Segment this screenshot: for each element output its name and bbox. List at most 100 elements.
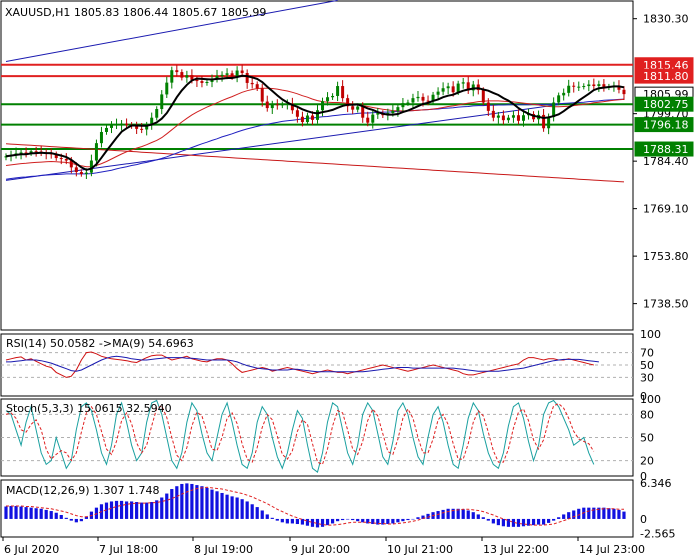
candle-body xyxy=(135,126,139,129)
macd-histogram-bar xyxy=(245,501,249,519)
macd-histogram-bar xyxy=(587,507,591,519)
macd-title: MACD(12,26,9) 1.307 1.748 xyxy=(6,484,160,497)
macd-histogram-bar xyxy=(235,497,239,519)
macd-histogram-bar xyxy=(325,518,330,526)
macd-histogram-bar xyxy=(541,518,546,525)
candle-body xyxy=(260,88,264,102)
candle-body xyxy=(64,158,68,161)
macd-histogram-bar xyxy=(49,511,53,519)
macd-histogram-bar xyxy=(547,518,551,523)
candle-body xyxy=(391,110,395,114)
candle-body xyxy=(557,95,561,103)
candle-body xyxy=(411,98,415,103)
price-tag-label: 1811.80 xyxy=(643,70,689,83)
rsi-series-line xyxy=(6,355,599,373)
macd-histogram-bar xyxy=(300,518,305,525)
macd-histogram-bar xyxy=(486,518,490,521)
candle-body xyxy=(190,75,194,80)
macd-histogram-bar xyxy=(456,508,460,519)
macd-histogram-bar xyxy=(612,508,616,519)
candle-body xyxy=(371,114,375,123)
candle-body xyxy=(115,124,119,126)
macd-histogram-bar xyxy=(160,497,164,519)
candle-body xyxy=(205,82,209,84)
macd-histogram-bar xyxy=(622,511,626,519)
stoch-axis-label: 0 xyxy=(640,470,647,483)
macd-histogram-bar xyxy=(59,514,63,519)
candle-body xyxy=(506,117,510,121)
macd-histogram-bar xyxy=(165,493,169,519)
macd-histogram-bar xyxy=(421,515,425,519)
candle-body xyxy=(436,91,440,95)
candle-body xyxy=(396,107,400,111)
candle-body xyxy=(235,70,239,78)
candle-body xyxy=(431,94,435,101)
macd-histogram-bar xyxy=(175,486,179,519)
stoch-title: Stoch(5,3,3) 15.0615 32.5940 xyxy=(6,402,172,415)
candle-body xyxy=(245,73,249,83)
macd-histogram-bar xyxy=(582,507,586,519)
candle-body xyxy=(89,160,93,173)
macd-histogram-bar xyxy=(140,502,144,519)
macd-histogram-bar xyxy=(135,502,139,519)
macd-histogram-bar xyxy=(391,518,395,524)
price-tag-box xyxy=(634,68,694,84)
macd-histogram-bar xyxy=(34,508,38,519)
candle-body xyxy=(285,103,289,105)
macd-signal-line xyxy=(6,486,624,526)
candle-body xyxy=(597,84,601,87)
macd-histogram-bar xyxy=(607,508,611,519)
macd-histogram-bar xyxy=(446,508,450,519)
candle-body xyxy=(160,94,164,110)
macd-histogram-bar xyxy=(531,518,536,526)
macd-histogram-bar xyxy=(79,518,83,522)
macd-histogram-bar xyxy=(577,508,581,519)
macd-histogram-bar xyxy=(280,518,284,523)
rsi-series-line xyxy=(5,351,594,378)
candle-body xyxy=(587,84,591,87)
macd-histogram-bar xyxy=(481,517,485,519)
candle-body xyxy=(516,115,520,121)
rsi-axis-label: 70 xyxy=(640,347,654,360)
candle-body xyxy=(421,96,425,101)
candle-body xyxy=(255,84,259,89)
macd-histogram-bar xyxy=(461,509,465,519)
rsi-axis-label: 30 xyxy=(640,371,654,384)
macd-histogram-bar xyxy=(220,492,224,519)
macd-histogram-bar xyxy=(310,518,315,527)
candle-body xyxy=(356,106,360,110)
macd-histogram-bar xyxy=(250,504,254,519)
macd-histogram-bar xyxy=(552,518,556,521)
candle-body xyxy=(74,167,78,173)
stoch-axis-label: 100 xyxy=(640,393,661,406)
macd-histogram-bar xyxy=(190,483,194,519)
macd-histogram-bar xyxy=(94,507,99,519)
macd-histogram-bar xyxy=(617,509,621,519)
candle-body xyxy=(110,125,114,128)
macd-histogram-bar xyxy=(145,502,149,519)
candle-body xyxy=(104,127,108,132)
macd-histogram-bar xyxy=(371,518,375,525)
macd-histogram-bar xyxy=(451,508,455,519)
candle-body xyxy=(562,92,566,96)
macd-histogram-bar xyxy=(471,512,475,519)
trendline-1 xyxy=(5,104,559,181)
macd-histogram-bar xyxy=(230,496,234,519)
macd-histogram-bar xyxy=(104,502,109,519)
macd-histogram-bar xyxy=(366,518,370,524)
candle-body xyxy=(446,86,450,89)
candle-body xyxy=(336,86,340,96)
macd-histogram-bar xyxy=(200,486,204,519)
price-tag-box xyxy=(634,141,694,157)
stoch-axis-label: 50 xyxy=(640,432,654,445)
macd-histogram-bar xyxy=(155,500,159,519)
candle-body xyxy=(376,113,380,115)
ma-mid-line xyxy=(5,87,625,168)
macd-histogram-bar xyxy=(255,507,259,519)
candle-body xyxy=(240,70,244,74)
macd-histogram-bar xyxy=(124,501,129,519)
candle-body xyxy=(155,109,159,118)
candle-body xyxy=(451,86,455,93)
chart-title: XAUUSD,H1 1805.83 1806.44 1805.67 1805.9… xyxy=(5,6,266,19)
